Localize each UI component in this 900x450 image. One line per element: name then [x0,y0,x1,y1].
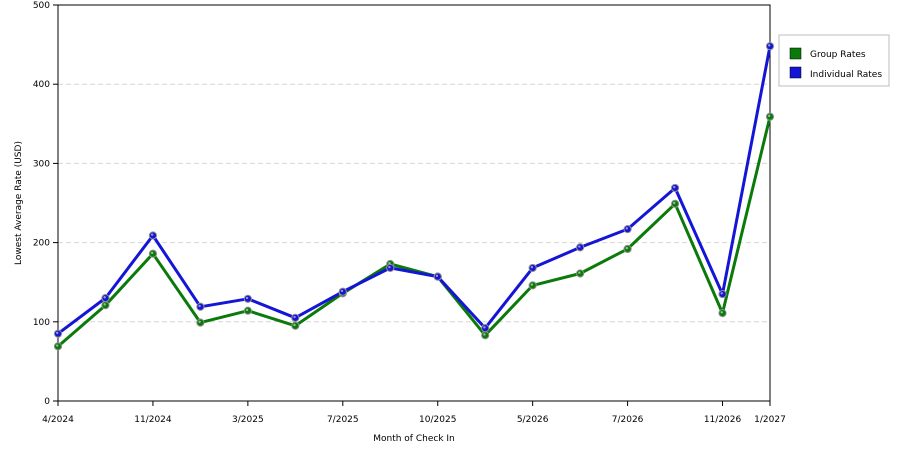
legend: Group Rates Individual Rates [778,34,890,87]
data-point-highlight [150,251,154,255]
data-point-highlight [625,246,628,250]
legend-swatch-individual-rates [789,66,802,79]
data-point-highlight [768,114,771,118]
data-point-highlight [340,289,344,293]
data-point-highlight [293,323,296,327]
data-point-highlight [56,344,59,347]
data-point-highlight [388,265,391,269]
data-point-highlight [56,331,59,335]
axes: 0 100 200 300 400 500 4/2024 11/2024 3/2025 7/202… [33,1,786,425]
data-point-highlight [103,296,106,299]
data-point-highlight [720,292,723,295]
data-point-highlight [293,315,296,319]
data-point-highlight [245,308,249,312]
data-point-highlight [150,233,154,236]
legend-swatch-group-rates [789,47,802,60]
data-point-highlight [768,44,771,47]
data-point-highlight [673,185,676,189]
data-point-highlight [245,296,249,300]
y-tick-label: 200 [33,239,50,249]
x-tick-label: 7/2025 [327,415,359,425]
y-tick-label: 100 [33,318,50,328]
legend-label-group-rates: Group Rates [810,50,866,60]
x-tick-label: 11/2024 [134,415,172,425]
data-point-highlight [530,265,534,269]
series-lines [56,44,772,348]
data-point-highlight [530,283,534,286]
data-points [53,42,775,351]
series-line-group-rates [56,115,772,348]
data-point-highlight [435,274,439,278]
x-axis-title: Month of Check In [373,434,455,444]
data-point-highlight [483,333,486,336]
data-point-highlight [625,227,628,230]
data-point-highlight [673,201,676,205]
y-tick-label: 300 [33,159,50,169]
x-tick-label: 1/2027 [754,415,786,425]
y-axis-title: Lowest Average Rate (USD) [14,141,24,265]
y-tick-label: 400 [33,80,50,90]
y-tick-label: 500 [33,1,50,11]
x-tick-label: 5/2026 [517,415,549,425]
data-point-highlight [720,311,723,314]
grid-lines [58,83,770,323]
x-tick-label: 11/2026 [704,415,742,425]
x-tick-label: 10/2025 [419,415,456,425]
x-tick-label: 3/2025 [232,415,264,425]
y-tick-label: 0 [44,397,50,407]
data-point-highlight [483,326,486,329]
plot-area-frame [57,4,771,402]
data-point-highlight [198,304,201,308]
data-point-highlight [578,271,581,274]
legend-label-individual-rates: Individual Rates [810,70,882,80]
data-point-highlight [103,303,106,306]
series-line-individual-rates [56,44,772,336]
data-point-highlight [198,320,201,323]
x-tick-label: 7/2026 [612,415,644,425]
x-tick-label: 4/2024 [42,415,74,425]
data-point-highlight [578,245,581,248]
data-point-highlight [388,261,391,265]
